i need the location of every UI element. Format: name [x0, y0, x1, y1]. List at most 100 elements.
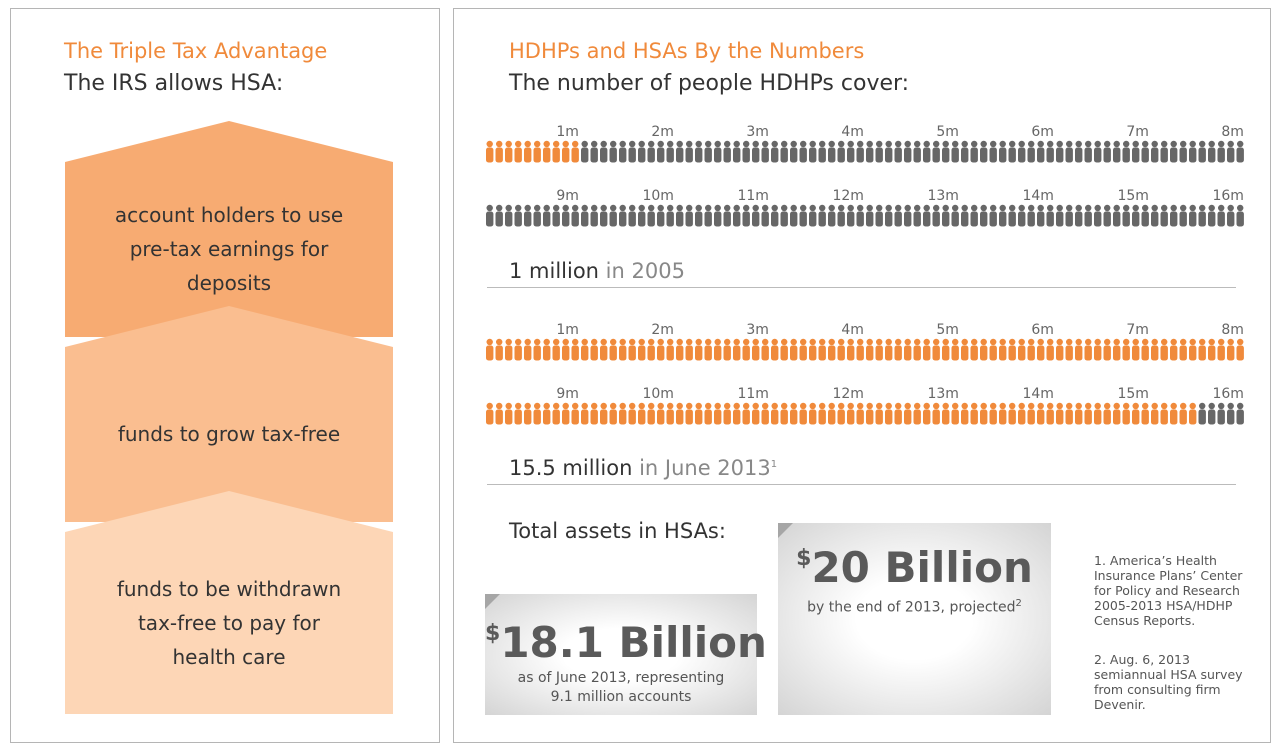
person-icon — [552, 402, 560, 425]
tick-label: 12m — [832, 386, 863, 402]
person-icon — [970, 402, 978, 425]
person-icon — [486, 338, 494, 361]
person-icon — [562, 402, 570, 425]
person-icon — [1094, 204, 1102, 227]
person-icon — [866, 338, 874, 361]
person-icon — [704, 338, 712, 361]
person-icon — [685, 204, 693, 227]
person-icon — [780, 338, 788, 361]
person-icon — [1217, 338, 1225, 361]
person-icon — [980, 402, 988, 425]
person-icon — [571, 338, 579, 361]
person-icon — [647, 338, 655, 361]
person-icon — [961, 338, 969, 361]
person-icon — [619, 402, 627, 425]
tick-label: 6m — [1031, 124, 1054, 140]
person-icon — [533, 338, 541, 361]
person-icon — [1056, 338, 1064, 361]
person-icon — [1084, 140, 1092, 163]
person-icon — [543, 204, 551, 227]
person-icon — [1160, 140, 1168, 163]
person-icon — [505, 140, 513, 163]
person-icon — [999, 204, 1007, 227]
person-icon — [837, 402, 845, 425]
person-icon — [562, 140, 570, 163]
person-icon — [695, 204, 703, 227]
tick-label: 5m — [936, 124, 959, 140]
person-icon — [799, 140, 807, 163]
tick-label: 11m — [737, 386, 768, 402]
person-icon — [524, 204, 532, 227]
chevron-text: funds to be withdrawn tax-free to pay fo… — [116, 576, 342, 669]
person-icon — [780, 204, 788, 227]
person-icon — [980, 140, 988, 163]
person-icon — [1179, 402, 1187, 425]
person-icon — [590, 204, 598, 227]
person-icon — [714, 402, 722, 425]
person-icon — [609, 204, 617, 227]
person-icon — [514, 402, 522, 425]
person-icon — [676, 204, 684, 227]
person-icon — [980, 204, 988, 227]
person-icon — [486, 204, 494, 227]
person-icon — [1056, 204, 1064, 227]
person-icon — [875, 338, 883, 361]
person-icon — [771, 402, 779, 425]
person-icon — [932, 140, 940, 163]
person-icon — [486, 402, 494, 425]
person-icon — [932, 338, 940, 361]
person-icon — [904, 338, 912, 361]
person-icon — [847, 140, 855, 163]
person-icon — [1056, 140, 1064, 163]
person-icon — [999, 338, 1007, 361]
person-icon — [1027, 338, 1035, 361]
person-icon — [1189, 204, 1197, 227]
person-icon — [828, 204, 836, 227]
person-icon — [1217, 204, 1225, 227]
person-icon — [1208, 204, 1216, 227]
person-icon — [600, 204, 608, 227]
person-icon — [923, 204, 931, 227]
person-icon — [771, 140, 779, 163]
triple-tax-panel: The Triple Tax Advantage The IRS allows … — [10, 8, 440, 743]
divider — [487, 484, 1236, 485]
person-icon — [1027, 140, 1035, 163]
person-icon — [581, 140, 589, 163]
person-icon — [590, 140, 598, 163]
tick-label: 16m — [1212, 188, 1243, 204]
stat-2013: 15.5 million in June 20131 — [509, 456, 777, 480]
person-icon — [695, 402, 703, 425]
person-icon — [885, 402, 893, 425]
person-icon — [543, 338, 551, 361]
person-icon — [1132, 402, 1140, 425]
person-icon — [1008, 140, 1016, 163]
person-icon — [951, 204, 959, 227]
person-icon — [628, 402, 636, 425]
person-icon — [1018, 338, 1026, 361]
person-icon — [1227, 204, 1235, 227]
right-subtitle: The number of people HDHPs cover: — [509, 71, 910, 96]
stat-2005: 1 million in 2005 — [509, 259, 685, 283]
tick-label: 15m — [1117, 386, 1148, 402]
person-icon — [619, 338, 627, 361]
person-icon — [809, 140, 817, 163]
chevron-text: account holders to use pre-tax earnings … — [114, 203, 344, 295]
person-icon — [685, 338, 693, 361]
person-icon — [989, 402, 997, 425]
person-icon — [856, 140, 864, 163]
person-icon — [989, 338, 997, 361]
person-icon — [837, 338, 845, 361]
person-icon — [1122, 204, 1130, 227]
person-icon — [1151, 338, 1159, 361]
person-icon — [628, 140, 636, 163]
person-icon — [1217, 402, 1225, 425]
person-icon — [961, 204, 969, 227]
person-icon — [657, 140, 665, 163]
person-icon — [904, 402, 912, 425]
person-icon — [1132, 140, 1140, 163]
person-icon — [581, 402, 589, 425]
tick-label: 5m — [936, 322, 959, 338]
person-icon — [1122, 338, 1130, 361]
person-icon — [856, 204, 864, 227]
person-icon — [913, 402, 921, 425]
